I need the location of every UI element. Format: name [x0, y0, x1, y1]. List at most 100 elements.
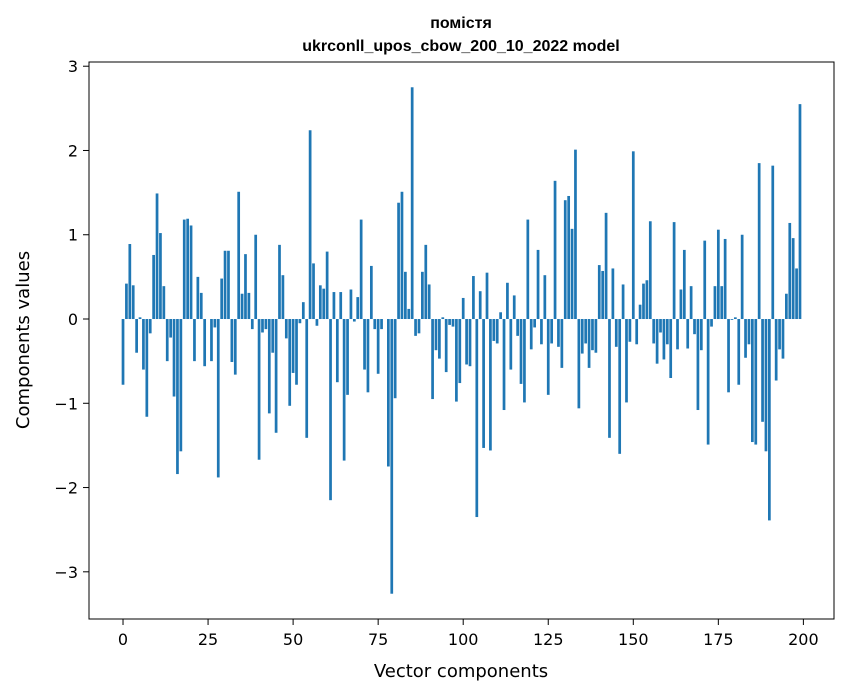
x-tick-label: 50	[283, 630, 303, 649]
bar-130	[563, 200, 567, 320]
bar-9	[152, 254, 155, 320]
bar-58	[318, 285, 322, 320]
bar-184	[747, 319, 751, 345]
bar-65	[342, 319, 346, 461]
bar-13	[165, 319, 169, 362]
bar-128	[557, 319, 560, 347]
bar-28	[216, 319, 220, 478]
bar-39	[254, 234, 258, 320]
bar-46	[278, 244, 281, 320]
bar-21	[193, 319, 196, 362]
bar-113	[506, 282, 509, 320]
bar-174	[713, 286, 717, 320]
y-tick-label: 2	[68, 141, 78, 160]
bar-48	[284, 319, 288, 339]
chart-title-line2: ukrconll_upos_cbow_200_10_2022 model	[302, 38, 619, 55]
bar-196	[788, 222, 792, 320]
bar-133	[574, 149, 577, 320]
bar-136	[584, 319, 588, 344]
bar-120	[529, 319, 533, 350]
bar-160	[665, 319, 669, 345]
bar-111	[499, 312, 502, 320]
bar-108	[489, 319, 492, 451]
bar-8	[148, 319, 152, 334]
bar-91	[431, 319, 434, 400]
bar-105	[478, 291, 482, 320]
bar-151	[635, 319, 639, 345]
chart-title-line1: помістя	[430, 15, 492, 32]
y-axis-label: Components values	[13, 251, 34, 429]
bar-114	[509, 319, 513, 370]
bar-192	[774, 319, 778, 381]
bar-51	[295, 319, 298, 385]
bar-166	[686, 319, 690, 349]
bar-75	[376, 319, 380, 374]
bar-53	[301, 302, 305, 320]
bar-157	[655, 319, 659, 364]
bar-68	[352, 319, 356, 322]
bar-101	[465, 319, 468, 365]
bar-194	[781, 319, 785, 359]
bar-42	[264, 319, 268, 330]
bar-98	[455, 319, 458, 402]
bar-86	[414, 319, 417, 336]
bar-148	[625, 319, 628, 403]
bar-66	[346, 319, 349, 395]
y-tick-label: −1	[54, 394, 78, 413]
bar-2	[128, 244, 132, 320]
bar-168	[693, 319, 696, 335]
bar-125	[546, 319, 550, 395]
bar-0	[121, 319, 125, 385]
bar-5	[138, 317, 142, 320]
bar-186	[754, 319, 758, 445]
bar-81	[397, 202, 400, 320]
bar-87	[417, 319, 421, 334]
bar-6	[142, 319, 145, 370]
bar-182	[740, 234, 744, 320]
bar-177	[723, 238, 727, 320]
bar-131	[567, 195, 571, 320]
bar-29	[220, 278, 224, 320]
y-tick-label: −3	[54, 563, 78, 582]
bar-23	[199, 292, 203, 320]
x-axis-label: Vector components	[374, 661, 548, 682]
bar-99	[458, 319, 462, 384]
bar-119	[526, 219, 530, 320]
bar-172	[706, 319, 710, 445]
bar-107	[485, 272, 489, 320]
bar-195	[785, 293, 788, 320]
bar-63	[335, 319, 339, 383]
bar-12	[162, 286, 166, 320]
bar-10	[155, 193, 159, 320]
bar-155	[648, 221, 652, 320]
bar-49	[288, 319, 292, 406]
bar-95	[444, 319, 448, 373]
bar-78	[387, 319, 390, 467]
x-tick-label: 100	[448, 630, 479, 649]
bar-38	[250, 319, 254, 330]
bar-15	[172, 319, 176, 397]
bar-89	[424, 244, 428, 320]
bar-169	[696, 319, 700, 411]
bar-126	[550, 319, 554, 344]
bar-45	[274, 319, 278, 433]
bar-60	[325, 251, 329, 320]
bar-122	[536, 249, 540, 320]
bar-110	[495, 319, 499, 344]
bar-94	[441, 317, 445, 320]
bar-176	[720, 286, 724, 320]
bar-185	[751, 319, 754, 443]
plot-frame	[88, 61, 835, 620]
x-tick-label: 150	[618, 630, 649, 649]
bar-69	[356, 297, 360, 320]
bar-124	[543, 275, 547, 320]
bar-150	[631, 151, 635, 320]
bar-171	[703, 240, 707, 320]
bar-34	[237, 191, 241, 320]
y-tick-label: −2	[54, 479, 78, 498]
bar-183	[744, 319, 747, 358]
bar-143	[608, 319, 611, 438]
bar-72	[366, 319, 370, 393]
bars-group	[121, 87, 802, 594]
